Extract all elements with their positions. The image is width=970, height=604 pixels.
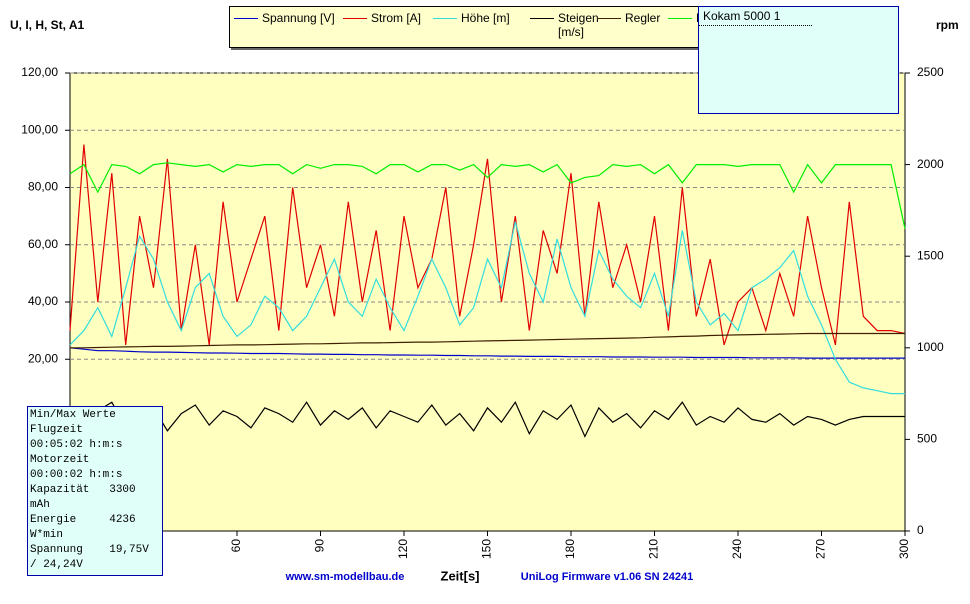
x-tick-label: 180	[563, 539, 577, 559]
info-line: Spannung 19,75V	[30, 544, 149, 556]
legend-label: Höhe [m]	[461, 11, 510, 25]
legend-swatch	[234, 18, 258, 19]
series-line	[69, 347, 905, 359]
info-line: Flugzeit	[30, 424, 83, 436]
y-tick-label: 80,00	[28, 180, 58, 194]
y-axis-title: U, I, H, St, A1	[10, 18, 85, 32]
footer-link[interactable]: www.sm-modellbau.de	[285, 571, 405, 583]
y-tick-label: 60,00	[28, 237, 58, 251]
x-tick-label: 240	[730, 539, 744, 559]
info-line: 00:05:02 h:m:s	[30, 439, 123, 451]
kokam-title: Kokam 5000 1	[699, 7, 812, 26]
legend-swatch	[343, 18, 367, 19]
legend-swatch	[530, 18, 554, 19]
info-line: Motorzeit	[30, 454, 90, 466]
info-line: Energie 4236	[30, 514, 136, 526]
y2-tick-label: 1000	[917, 340, 944, 354]
legend-item: Regler	[597, 11, 667, 25]
info-line: W*min	[30, 529, 64, 541]
x-tick-label: 120	[396, 539, 410, 559]
info-line: / 24,24V	[30, 559, 83, 571]
y-tick-label: 20,00	[28, 351, 58, 365]
series-line	[70, 332, 905, 349]
y-tick-label: 120,00	[21, 65, 58, 79]
info-line: 00:00:02 h:m:s	[30, 469, 123, 481]
series-line	[69, 162, 906, 229]
info-line: Min/Max Werte	[30, 409, 116, 421]
y2-tick-label: 2500	[917, 65, 944, 79]
x-tick-label: 150	[480, 539, 494, 559]
legend-item: Spannung [V]	[234, 11, 342, 25]
x-tick-label: 210	[647, 539, 661, 559]
info-line: Kapazität 3300	[30, 484, 136, 496]
legend-label: Spannung [V]	[262, 11, 335, 25]
legend-swatch	[668, 18, 692, 19]
y2-tick-label: 2000	[917, 157, 944, 171]
legend-swatch	[597, 18, 621, 19]
y2-tick-label: 500	[917, 432, 937, 446]
legend-item: Höhe [m]	[433, 11, 528, 25]
x-tick-label: 270	[814, 539, 828, 559]
y2-tick-label: 0	[917, 523, 924, 537]
y2-tick-label: 1500	[917, 248, 944, 262]
y-tick-label: 40,00	[28, 294, 58, 308]
x-tick-label: 90	[313, 539, 327, 553]
legend-swatch	[433, 18, 457, 19]
x-tick-label: 60	[229, 539, 243, 553]
kokam-box: Kokam 5000 1	[698, 6, 899, 114]
legend-item: Strom [A]	[343, 11, 431, 25]
info-box: Min/Max Werte Flugzeit 00:05:02 h:m:s Motor…	[27, 406, 163, 576]
legend-label: Regler	[625, 11, 661, 25]
y-tick-label: 100,00	[21, 122, 58, 136]
legend-item: Steigen [m/s]	[530, 11, 599, 39]
legend-label: Steigen [m/s]	[558, 11, 599, 39]
y2-axis-title: rpm	[936, 18, 959, 32]
x-tick-label: 300	[897, 539, 911, 559]
series-line	[69, 221, 905, 395]
series-line	[69, 400, 905, 438]
x-axis-title: Zeit[s]	[441, 568, 480, 583]
footer-firmware: UniLog Firmware v1.06 SN 24241	[521, 571, 693, 583]
info-line: mAh	[30, 499, 50, 511]
legend-label: Strom [A]	[371, 11, 422, 25]
